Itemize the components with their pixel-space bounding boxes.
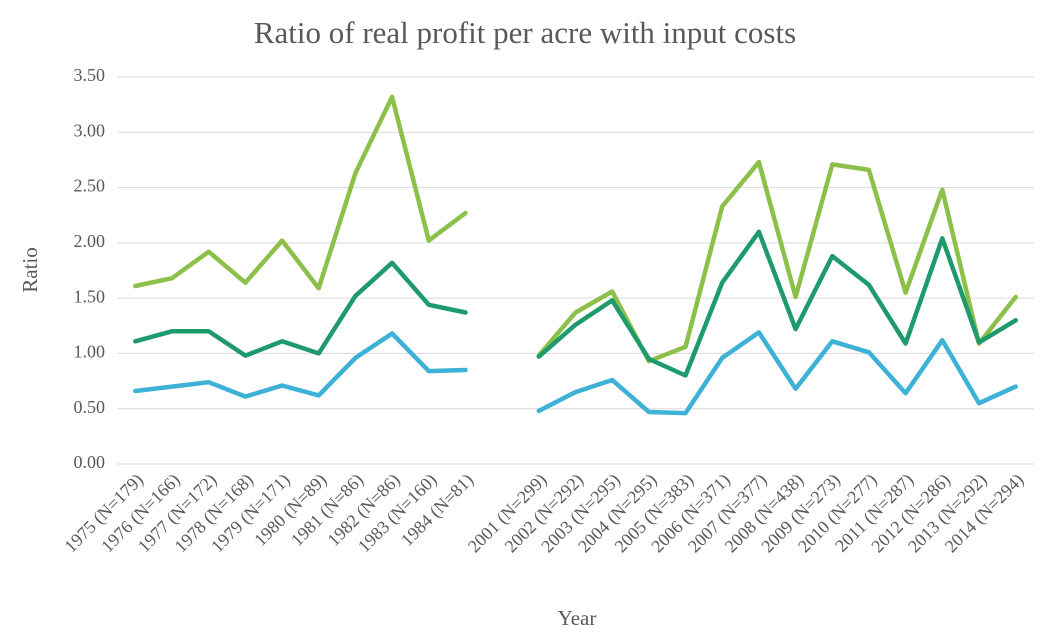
series-line — [133, 229, 1018, 378]
x-axis-title: Year — [558, 606, 597, 630]
series-line — [133, 94, 1018, 364]
chart-title: Ratio of real profit per acre with input… — [254, 15, 796, 50]
y-tick-label: 1.50 — [74, 286, 106, 306]
y-tick-label: 0.50 — [74, 397, 106, 417]
series-line — [133, 330, 1018, 416]
y-tick-label: 3.50 — [74, 65, 106, 85]
y-tick-label: 2.50 — [74, 176, 106, 196]
y-tick-label: 2.00 — [74, 231, 106, 251]
y-axis-title: Ratio — [18, 247, 42, 293]
y-tick-label: 0.00 — [74, 452, 106, 472]
y-tick-label: 3.00 — [74, 120, 106, 140]
y-tick-label: 1.00 — [74, 342, 106, 362]
